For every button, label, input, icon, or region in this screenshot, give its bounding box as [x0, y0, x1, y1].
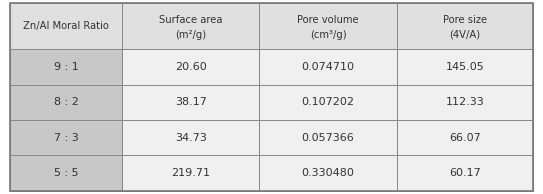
Text: 9 : 1: 9 : 1	[54, 62, 78, 72]
Text: (cm³/g): (cm³/g)	[310, 30, 346, 40]
Text: 219.71: 219.71	[172, 168, 210, 178]
Text: Surface area: Surface area	[159, 15, 223, 25]
Bar	[260, 120, 396, 155]
Text: 0.330480: 0.330480	[301, 168, 355, 178]
Bar	[122, 85, 260, 120]
Bar	[260, 155, 396, 191]
Bar	[122, 49, 260, 85]
Text: 66.07: 66.07	[449, 133, 481, 143]
Text: 112.33: 112.33	[446, 97, 484, 107]
Text: 60.17: 60.17	[449, 168, 481, 178]
Text: 20.60: 20.60	[175, 62, 207, 72]
Text: 34.73: 34.73	[175, 133, 207, 143]
Text: 0.074710: 0.074710	[301, 62, 355, 72]
Bar	[396, 155, 533, 191]
Bar	[396, 120, 533, 155]
Text: 0.107202: 0.107202	[301, 97, 355, 107]
Bar	[10, 49, 122, 85]
Bar	[10, 3, 122, 49]
Bar	[396, 85, 533, 120]
Text: 8 : 2: 8 : 2	[54, 97, 79, 107]
Bar	[396, 3, 533, 49]
Bar	[260, 49, 396, 85]
Bar	[260, 3, 396, 49]
Bar	[10, 120, 122, 155]
Bar	[10, 155, 122, 191]
Text: Pore volume: Pore volume	[297, 15, 359, 25]
Bar	[260, 85, 396, 120]
Text: 5 : 5: 5 : 5	[54, 168, 78, 178]
Bar	[122, 3, 260, 49]
Text: 0.057366: 0.057366	[302, 133, 355, 143]
Bar	[10, 85, 122, 120]
Bar	[396, 49, 533, 85]
Text: Pore size: Pore size	[443, 15, 487, 25]
Bar	[122, 120, 260, 155]
Text: Zn/Al Moral Ratio: Zn/Al Moral Ratio	[23, 21, 109, 31]
Text: 7 : 3: 7 : 3	[54, 133, 78, 143]
Text: (m²/g): (m²/g)	[175, 30, 206, 40]
Text: 38.17: 38.17	[175, 97, 207, 107]
Bar	[122, 155, 260, 191]
Text: (4V/A): (4V/A)	[450, 30, 481, 40]
Text: 145.05: 145.05	[446, 62, 484, 72]
